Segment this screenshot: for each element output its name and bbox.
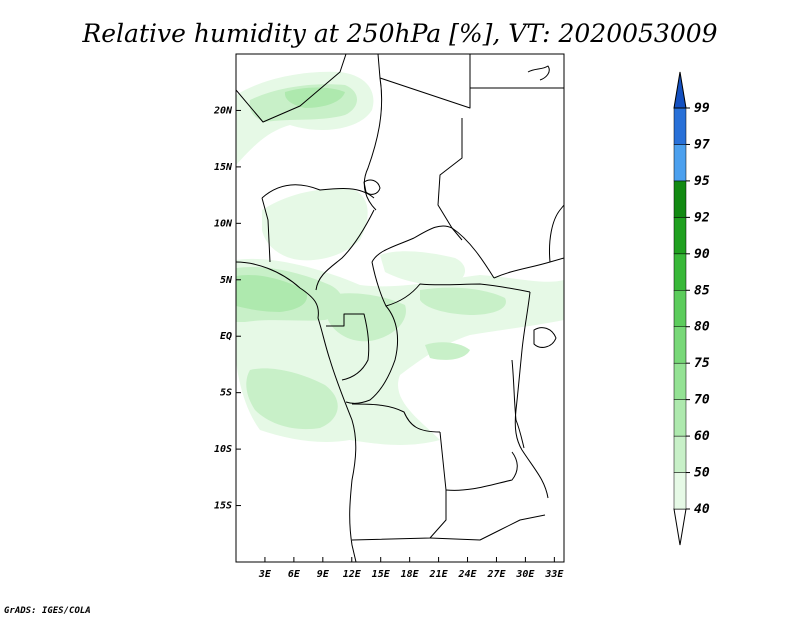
- border-nigeria-east: [315, 209, 375, 291]
- colorbar-swatch: [673, 180, 687, 218]
- colorbar-label: 97: [694, 137, 710, 152]
- colorbar-label: 75: [694, 356, 710, 371]
- border-angola-east: [351, 431, 447, 541]
- border-south-sudan: [493, 257, 564, 279]
- colorbar-label: 95: [694, 174, 710, 189]
- border-drc-east: [514, 291, 549, 499]
- colorbar-label: 80: [694, 320, 710, 335]
- colorbar-swatch: [673, 472, 687, 510]
- colorbar-upper-cap: [673, 71, 687, 109]
- colorbar-swatch: [673, 326, 687, 364]
- colorbar-swatch: [673, 107, 687, 145]
- colorbar-label: 99: [694, 101, 710, 116]
- latitude-axis: 20N 15N 10N 5N EQ 5S 10S 15S: [213, 105, 241, 512]
- humidity-area-lake: [425, 342, 470, 360]
- lon-tick-label: 12E: [343, 569, 362, 580]
- colorbar-label: 60: [694, 429, 710, 444]
- lat-tick-label: 10N: [214, 218, 233, 229]
- lon-tick-label: 24E: [457, 569, 477, 580]
- border-namibia: [429, 514, 546, 541]
- colorbar-label: 90: [694, 247, 710, 262]
- colorbar-label: 40: [694, 502, 710, 517]
- humidity-area-gulf-peak: [236, 274, 308, 312]
- border-zambia: [445, 451, 518, 491]
- colorbar: 40 50 60 70 75 80 85 90 92 95 97 99: [673, 71, 710, 546]
- colorbar-label: 92: [694, 210, 710, 225]
- humidity-area-west-coast: [246, 368, 338, 430]
- lat-tick-label: EQ: [220, 331, 232, 342]
- humidity-area-sahara-peak: [284, 87, 345, 108]
- border-nile: [527, 65, 550, 81]
- colorbar-label: 50: [694, 466, 710, 481]
- border-gabon: [326, 313, 370, 381]
- lon-tick-label: 18E: [401, 569, 420, 580]
- longitude-axis: 3E 6E 9E 12E 15E 18E 21E 24E 27E 30E 33E: [258, 557, 564, 580]
- humidity-area-congo: [328, 293, 406, 342]
- lat-tick-label: 10S: [214, 444, 232, 455]
- colorbar-swatch: [673, 217, 687, 255]
- colorbar-swatch: [673, 399, 687, 437]
- colorbar-swatch: [673, 362, 687, 400]
- border-cameroon-car: [371, 225, 495, 279]
- border-congo: [345, 305, 399, 404]
- lon-tick-label: 6E: [288, 569, 301, 580]
- border-angola-north: [351, 403, 441, 433]
- humidity-area-central: [420, 287, 506, 315]
- border-lake-chad: [363, 179, 381, 195]
- border-lake-tanganyika: [511, 359, 525, 449]
- border-libya: [377, 54, 471, 109]
- colorbar-swatch: [673, 435, 687, 473]
- border-benin: [261, 197, 271, 263]
- humidity-area-sahel: [262, 188, 368, 261]
- lon-tick-label: 21E: [429, 569, 449, 580]
- colorbar-swatch: [673, 144, 687, 182]
- border-sahara: [236, 54, 347, 123]
- colorbar-lower-cap: [673, 508, 687, 546]
- grads-credit: GrADS: IGES/COLA: [4, 606, 91, 616]
- colorbar-label: 70: [694, 393, 710, 408]
- map-frame: [235, 53, 565, 563]
- border-niger-chad: [363, 77, 383, 211]
- border-lake-victoria: [533, 327, 557, 348]
- border-nigeria-north: [261, 184, 375, 199]
- map-panel: 3E 6E 9E 12E 15E 18E 21E 24E 27E 30E 33E 20N 15N 10N…: [213, 53, 565, 580]
- lat-tick-label: 5N: [220, 275, 233, 286]
- lon-tick-label: 3E: [258, 569, 272, 580]
- colorbar-swatch: [673, 253, 687, 291]
- lon-tick-label: 27E: [486, 569, 506, 580]
- lon-tick-label: 9E: [317, 569, 330, 580]
- lat-tick-label: 15S: [214, 501, 232, 512]
- lat-tick-label: 20N: [213, 105, 233, 116]
- country-borders: [236, 54, 564, 562]
- border-sudan-west: [437, 118, 463, 241]
- border-car-south: [371, 261, 531, 307]
- lon-tick-label: 15E: [372, 569, 391, 580]
- lat-tick-label: 5S: [220, 388, 232, 399]
- lat-tick-label: 15N: [214, 162, 233, 173]
- humidity-shading: [236, 71, 564, 445]
- chart-title: Relative humidity at 250hPa [%], VT: 202…: [81, 19, 717, 48]
- border-ethiopia: [549, 204, 564, 263]
- lon-tick-label: 33E: [544, 569, 564, 580]
- lon-tick-label: 30E: [515, 569, 535, 580]
- coastline-west: [236, 261, 357, 562]
- humidity-area-east: [380, 251, 466, 286]
- colorbar-label: 85: [694, 283, 710, 298]
- colorbar-swatch: [673, 290, 687, 327]
